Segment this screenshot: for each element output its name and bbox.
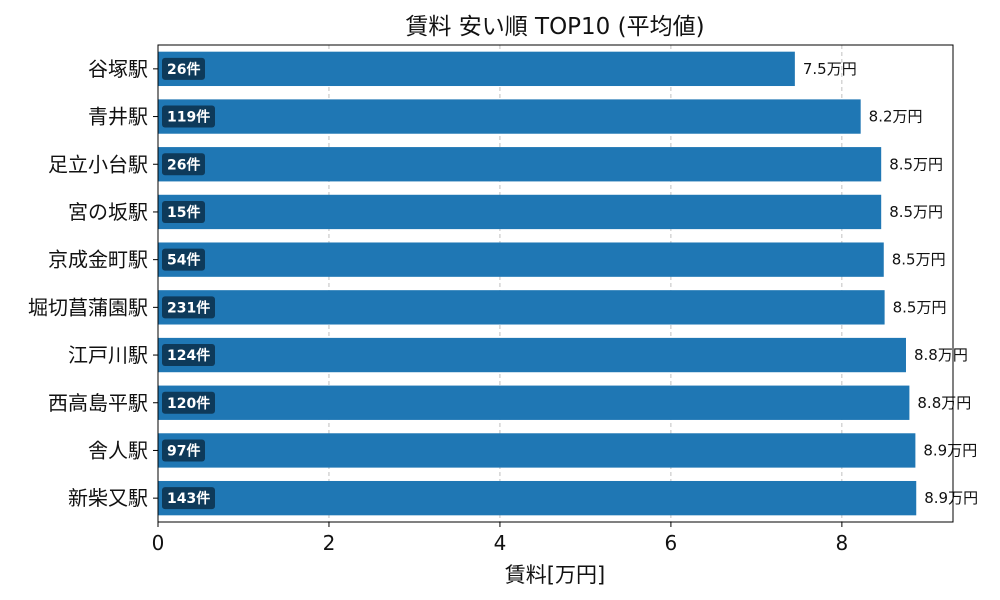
- bar: [158, 147, 882, 182]
- count-badge: [162, 391, 215, 414]
- count-badge: [162, 105, 215, 128]
- bar-value-label: 8.9万円: [923, 441, 977, 459]
- count-badge: [162, 296, 215, 319]
- bar-value-label: 8.2万円: [869, 108, 923, 126]
- bar-value-label: 7.5万円: [803, 60, 857, 78]
- x-axis-label: 賃料[万円]: [505, 563, 605, 587]
- count-label: 120件: [167, 395, 210, 412]
- y-tick-label: 京成金町駅: [48, 248, 148, 272]
- y-tick-label: 江戸川駅: [68, 343, 148, 367]
- bar: [158, 433, 916, 468]
- y-tick-label: 青井駅: [88, 105, 148, 129]
- bar: [158, 242, 884, 277]
- count-label: 54件: [167, 252, 200, 269]
- count-badge: [162, 200, 205, 223]
- y-tick-label: 足立小台駅: [48, 152, 148, 176]
- bar-value-label: 8.8万円: [917, 394, 971, 412]
- bar: [158, 385, 910, 420]
- x-tick-label: 2: [323, 531, 336, 555]
- x-ticks: 0 2 4 6 8: [152, 522, 849, 555]
- bar-value-label: 8.5万円: [893, 298, 947, 316]
- y-tick-label: 新柴又駅: [68, 486, 148, 510]
- count-label: 124件: [167, 347, 210, 364]
- bar-value-label: 8.9万円: [924, 489, 978, 507]
- count-badge: [162, 344, 215, 367]
- count-label: 26件: [167, 61, 200, 78]
- x-tick-label: 6: [665, 531, 678, 555]
- bar-value-label: 8.5万円: [889, 155, 943, 173]
- count-badge: [162, 153, 205, 176]
- count-badge: [162, 487, 215, 510]
- count-badge: [162, 439, 205, 462]
- chart-title: 賃料 安い順 TOP10 (平均値): [405, 14, 704, 40]
- bar: [158, 290, 885, 325]
- bar: [158, 99, 861, 134]
- y-tick-labels: 谷塚駅青井駅足立小台駅宮の坂駅京成金町駅堀切菖蒲園駅江戸川駅西高島平駅舎人駅新柴…: [28, 57, 158, 510]
- count-label: 97件: [167, 442, 200, 459]
- y-tick-label: 西高島平駅: [48, 391, 148, 415]
- bar: [158, 51, 795, 87]
- count-label: 231件: [167, 299, 210, 316]
- bar-value-label: 8.8万円: [914, 346, 968, 364]
- count-label: 26件: [167, 156, 200, 173]
- y-tick-label: 谷塚駅: [88, 57, 148, 81]
- plot-frame: [157, 44, 954, 523]
- y-tick-label: 堀切菖蒲園駅: [28, 295, 148, 319]
- y-tick-label: 舎人駅: [88, 438, 148, 462]
- bar: [158, 337, 906, 373]
- bar: [158, 480, 917, 516]
- bar-value-label: 8.5万円: [889, 203, 943, 221]
- count-label: 119件: [167, 109, 210, 126]
- count-badge: [162, 57, 205, 80]
- x-tick-label: 0: [152, 531, 165, 555]
- bars: 7.5万円 26件 8.2万円 119件 8.5万円 26件 8.5万円 15件 8.5万円 54…: [158, 51, 978, 516]
- count-label: 15件: [167, 204, 200, 221]
- bar-value-label: 8.5万円: [892, 251, 946, 269]
- bar: [158, 194, 882, 230]
- count-badge: [162, 248, 205, 271]
- x-tick-label: 8: [836, 531, 849, 555]
- x-tick-label: 4: [494, 531, 507, 555]
- count-label: 143件: [167, 490, 210, 507]
- y-tick-label: 宮の坂駅: [68, 200, 148, 224]
